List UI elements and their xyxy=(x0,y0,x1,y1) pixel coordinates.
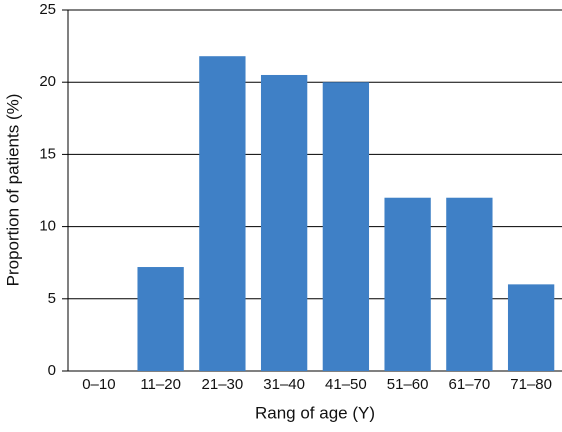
x-tick-label: 51–60 xyxy=(387,376,429,393)
bar xyxy=(322,82,370,371)
x-tick-label: 71–80 xyxy=(510,376,552,393)
y-tick-label: 20 xyxy=(39,73,56,90)
x-tick-label: 31–40 xyxy=(263,376,305,393)
y-tick-label: 10 xyxy=(39,218,56,235)
bar xyxy=(507,284,555,371)
bar xyxy=(137,267,184,371)
x-tick-label: 11–20 xyxy=(140,376,181,393)
bar xyxy=(384,197,431,371)
x-tick-label: 41–50 xyxy=(325,376,367,393)
x-axis-title: Rang of age (Y) xyxy=(255,403,375,422)
y-axis-title: Proportion of patients (%) xyxy=(3,94,22,287)
x-tick-label: 0–10 xyxy=(82,376,115,393)
x-tick-label: 61–70 xyxy=(449,376,491,393)
y-tick-label: 0 xyxy=(48,362,56,379)
bar xyxy=(260,74,308,371)
x-tick-label: 21–30 xyxy=(202,376,244,393)
bar xyxy=(199,56,246,371)
y-tick-label: 15 xyxy=(39,145,56,162)
bar xyxy=(446,197,493,371)
y-tick-label: 25 xyxy=(39,1,56,18)
y-tick-label: 5 xyxy=(48,290,56,307)
